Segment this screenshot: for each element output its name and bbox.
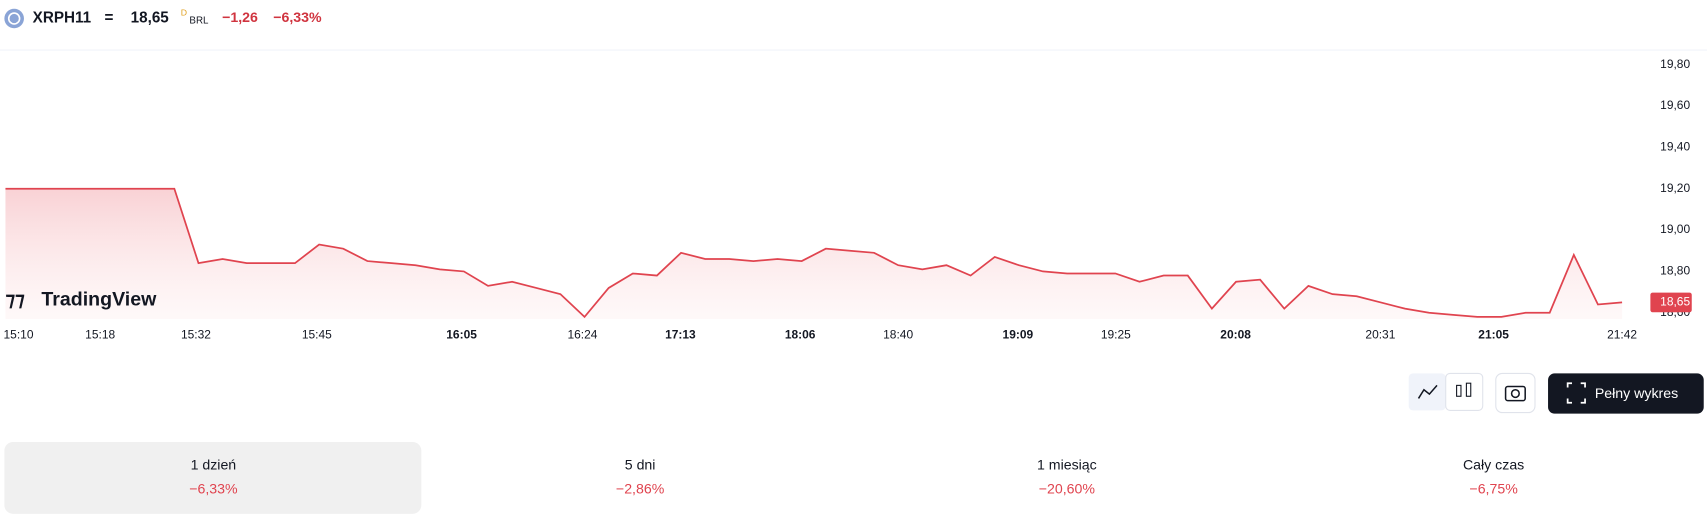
- y-tick-label: 19,60: [1660, 98, 1690, 112]
- period-change: −20,60%: [1039, 481, 1096, 497]
- y-tick-label: 19,20: [1660, 181, 1690, 195]
- full-chart-label: Pełny wykres: [1595, 385, 1678, 401]
- x-tick-label: 18:06: [785, 327, 816, 341]
- camera-lens: [1510, 388, 1520, 399]
- price: 18,65: [131, 10, 170, 27]
- area: [5, 188, 1623, 319]
- y-tick-label: 19,80: [1660, 57, 1690, 71]
- period-change: −6,33%: [189, 481, 238, 497]
- x-tick-label: 20:08: [1220, 327, 1251, 341]
- full-chart-button[interactable]: [1548, 373, 1704, 414]
- x-tick-label: 15:45: [302, 327, 332, 341]
- x-tick-label: 15:32: [181, 327, 211, 341]
- period-label: 5 dni: [625, 457, 656, 473]
- x-tick-label: 21:42: [1607, 327, 1637, 341]
- period-change: −6,75%: [1469, 481, 1518, 497]
- symbol-icon-ring: [7, 12, 21, 25]
- candle-icon: [1456, 384, 1462, 397]
- plot: 18,6018,8019,0019,2019,4019,6019,8018,65…: [4, 57, 1692, 341]
- x-tick-label: 20:31: [1365, 327, 1395, 341]
- y-tick-label: 19,00: [1660, 222, 1690, 236]
- x-tick-label: 16:24: [567, 327, 597, 341]
- line-icon: [1417, 384, 1438, 399]
- change-pct: −6,33%: [273, 9, 322, 25]
- period-label: Cały czas: [1463, 457, 1524, 473]
- candle-icon: [1465, 382, 1472, 397]
- symbol: XRPH11: [33, 10, 92, 27]
- x-tick-label: 18:40: [883, 327, 913, 341]
- x-tick-label: 21:05: [1478, 327, 1509, 341]
- x-tick-label: 15:10: [4, 327, 34, 341]
- currency: BRL: [189, 15, 209, 26]
- x-tick-label: 16:05: [446, 327, 477, 341]
- x-tick-label: 15:18: [85, 327, 115, 341]
- candle-chart-button[interactable]: [1445, 372, 1484, 411]
- change: −1,26: [222, 9, 258, 25]
- fullscreen-icon: [1566, 382, 1586, 404]
- symbol-icon: [4, 8, 24, 29]
- period-change: −2,86%: [616, 481, 665, 497]
- price-line: [5, 187, 1623, 319]
- separator: =: [105, 10, 114, 27]
- logo: TradingView: [41, 289, 157, 311]
- snapshot-button[interactable]: [1495, 372, 1536, 414]
- period-tab-active[interactable]: [4, 441, 422, 514]
- x-tick-label: 17:13: [665, 327, 696, 341]
- price-flag: D: [181, 7, 187, 17]
- y-tick-label: 19,40: [1660, 140, 1690, 154]
- last-price-badge: [1650, 292, 1692, 313]
- camera-icon: [1504, 385, 1526, 402]
- last-price-label: 18,65: [1660, 295, 1690, 309]
- x-tick-label: 19:25: [1101, 327, 1131, 341]
- period-label: 1 miesiąc: [1037, 457, 1097, 473]
- x-tick-label: 19:09: [1003, 327, 1034, 341]
- y-tick-label: 18,80: [1660, 264, 1690, 278]
- logo-mark: ⁊⁊: [5, 289, 25, 311]
- period-label: 1 dzień: [191, 457, 237, 473]
